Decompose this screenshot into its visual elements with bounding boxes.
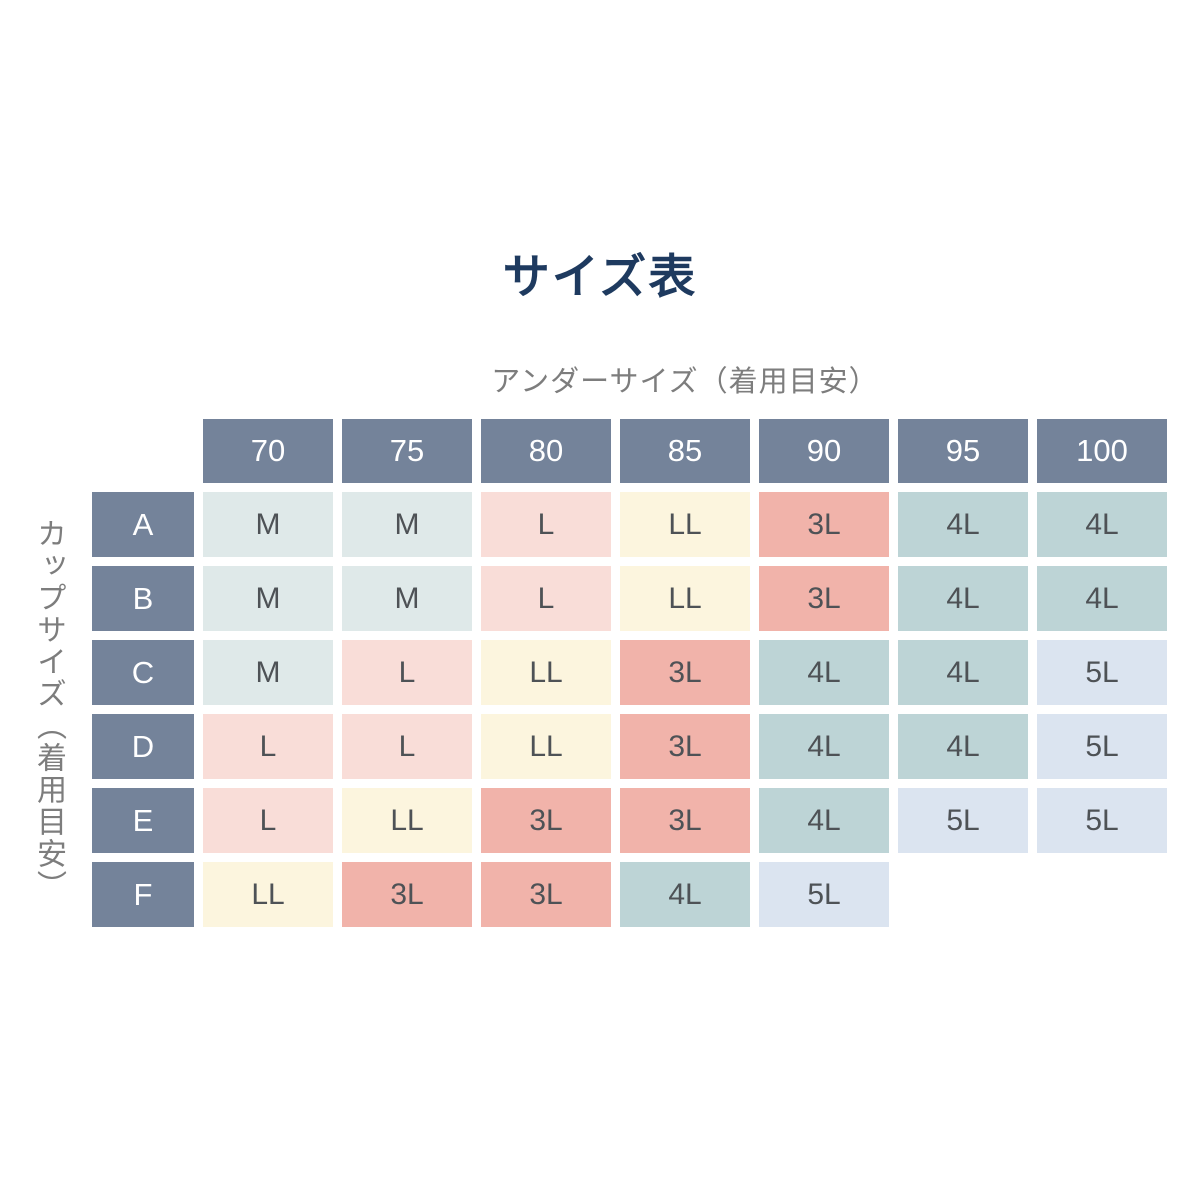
size-cell: M — [203, 640, 333, 705]
size-cell: LL — [620, 492, 750, 557]
empty-cell — [898, 862, 1028, 927]
column-header-cell: 70 — [203, 419, 333, 483]
size-cell: LL — [481, 714, 611, 779]
size-cell: 4L — [898, 714, 1028, 779]
size-cell: 3L — [759, 566, 889, 631]
size-cell: 4L — [759, 640, 889, 705]
row-header-cell: F — [92, 862, 194, 927]
row-header-cell: E — [92, 788, 194, 853]
size-cell: 5L — [1037, 788, 1167, 853]
size-cell: LL — [342, 788, 472, 853]
row-header-cell: C — [92, 640, 194, 705]
size-cell: 5L — [759, 862, 889, 927]
under-size-axis-label: アンダーサイズ（着用目安） — [491, 366, 879, 398]
row-header-cell: A — [92, 492, 194, 557]
size-cell: 4L — [1037, 566, 1167, 631]
size-cell: M — [342, 566, 472, 631]
size-cell: 4L — [759, 714, 889, 779]
row-header-cell: B — [92, 566, 194, 631]
size-cell: 4L — [898, 566, 1028, 631]
size-cell: 3L — [481, 788, 611, 853]
size-cell: 3L — [620, 788, 750, 853]
empty-cell — [1037, 862, 1167, 927]
size-cell: 3L — [759, 492, 889, 557]
column-header-cell: 95 — [898, 419, 1028, 483]
size-cell: M — [203, 566, 333, 631]
size-cell: 3L — [481, 862, 611, 927]
row-header-cell: D — [92, 714, 194, 779]
size-cell: M — [203, 492, 333, 557]
size-cell: L — [203, 788, 333, 853]
size-cell: 4L — [898, 640, 1028, 705]
size-cell: M — [342, 492, 472, 557]
size-cell: LL — [203, 862, 333, 927]
page-title: サイズ表 — [502, 250, 698, 303]
size-cell: L — [342, 640, 472, 705]
cup-size-axis-label: カップサイズ（着用目安） — [32, 518, 65, 902]
size-cell: 3L — [620, 714, 750, 779]
table-corner-cell — [92, 419, 194, 483]
size-cell: 4L — [620, 862, 750, 927]
size-cell: 5L — [898, 788, 1028, 853]
size-cell: L — [481, 566, 611, 631]
column-header-cell: 90 — [759, 419, 889, 483]
size-cell: 5L — [1037, 714, 1167, 779]
size-cell: 4L — [759, 788, 889, 853]
column-header-cell: 85 — [620, 419, 750, 483]
size-cell: 3L — [342, 862, 472, 927]
size-cell: LL — [620, 566, 750, 631]
size-chart-table: 70 75 80 85 90 95 100 A M M L LL 3L 4L 4L B M M L LL 3L 4L 4L C… — [92, 419, 1167, 927]
column-header-cell: 100 — [1037, 419, 1167, 483]
size-cell: L — [481, 492, 611, 557]
size-cell: LL — [481, 640, 611, 705]
size-cell: L — [203, 714, 333, 779]
size-cell: 3L — [620, 640, 750, 705]
column-header-cell: 80 — [481, 419, 611, 483]
column-header-cell: 75 — [342, 419, 472, 483]
size-cell: 4L — [1037, 492, 1167, 557]
size-cell: 4L — [898, 492, 1028, 557]
size-cell: 5L — [1037, 640, 1167, 705]
size-cell: L — [342, 714, 472, 779]
